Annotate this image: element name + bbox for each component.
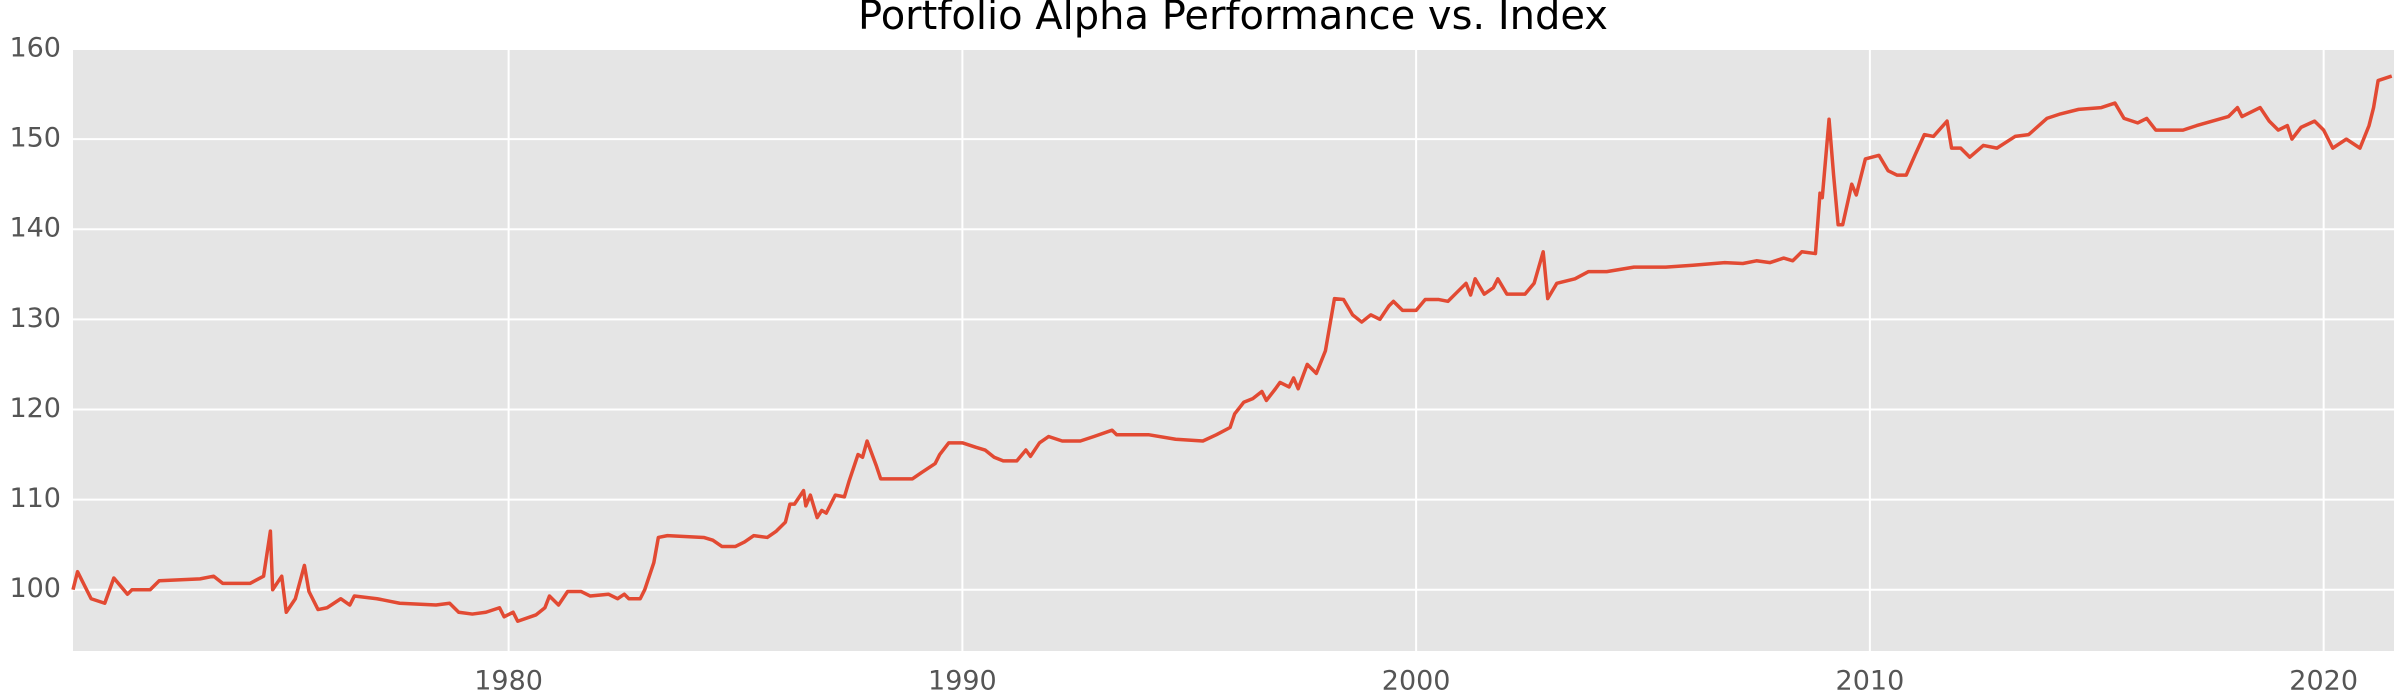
x-tick-label: 1990 bbox=[928, 666, 997, 697]
chart-title: Portfolio Alpha Performance vs. Index bbox=[858, 0, 1608, 39]
y-tick-label: 150 bbox=[9, 123, 61, 154]
y-tick-label: 110 bbox=[9, 483, 61, 514]
x-tick-label: 2020 bbox=[2289, 666, 2358, 697]
x-tick-label: 2010 bbox=[1836, 666, 1905, 697]
y-tick-label: 160 bbox=[9, 33, 61, 64]
y-tick-label: 100 bbox=[9, 573, 61, 604]
x-tick-label: 2000 bbox=[1382, 666, 1451, 697]
y-tick-label: 120 bbox=[9, 393, 61, 424]
x-tick-label: 1980 bbox=[474, 666, 543, 697]
y-tick-label: 130 bbox=[9, 303, 61, 334]
y-tick-label: 140 bbox=[9, 213, 61, 244]
data-line bbox=[71, 74, 2393, 624]
plot-area bbox=[73, 49, 2394, 651]
